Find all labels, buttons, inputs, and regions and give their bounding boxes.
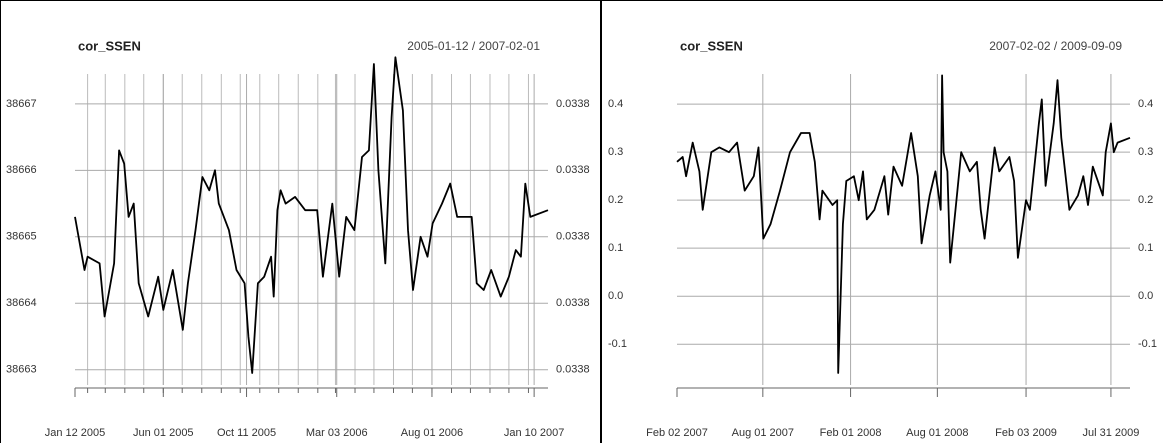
y2-tick-label: 0.1 <box>1138 242 1153 254</box>
y2-tick-label: 0.3 <box>1138 146 1153 158</box>
y2-tick-label: 0.0338 <box>556 98 590 110</box>
line-series <box>676 74 1131 374</box>
x-tick-label: Oct 11 2005 <box>217 427 276 439</box>
y2-tick-label: 0.0 <box>1138 290 1153 302</box>
y2-tick-label: 0.4 <box>1138 98 1153 110</box>
y-tick-label: 0.0 <box>608 290 623 302</box>
x-tick-label: Aug 01 2008 <box>906 427 968 439</box>
x-tick-label: Jan 12 2005 <box>45 427 106 439</box>
x-tick-label: Jun 01 2005 <box>133 427 194 439</box>
y-tick-label: 38664 <box>6 297 37 309</box>
chart-title: cor_SSEN <box>78 38 141 53</box>
line-series <box>74 56 549 374</box>
y-tick-label: 38666 <box>6 164 37 176</box>
x-tick-label: Aug 01 2007 <box>732 427 794 439</box>
y-tick-label: 0.3 <box>608 146 623 158</box>
panel: cor_SSEN 2007-02-02 / 2009-09-09 -0.1 0.0 0.… <box>608 38 1157 438</box>
chart-subtitle: 2007-02-02 / 2009-09-09 <box>989 39 1122 53</box>
panel-border <box>601 0 1163 443</box>
chart-title: cor_SSEN <box>680 38 743 53</box>
x-tick-label: Jan 10 2007 <box>504 427 565 439</box>
y2-tick-label: 0.0338 <box>556 164 590 176</box>
y-tick-label: 38667 <box>6 98 37 110</box>
x-tick-label: Jul 31 2009 <box>1082 427 1139 439</box>
y-tick-label: -0.1 <box>608 338 627 350</box>
x-tick-label: Aug 01 2006 <box>401 427 463 439</box>
panel: cor_SSEN 2005-01-12 / 2007-02-01 38663 3866… <box>6 38 590 438</box>
x-tick-label: Feb 03 2009 <box>995 427 1057 439</box>
y2-tick-label: -0.1 <box>1138 338 1157 350</box>
chart-subtitle: 2005-01-12 / 2007-02-01 <box>407 39 540 53</box>
y-tick-label: 0.1 <box>608 242 623 254</box>
y-tick-label: 38665 <box>6 231 37 243</box>
panel-border <box>0 0 601 443</box>
y2-tick-label: 0.0338 <box>556 297 590 309</box>
x-tick-label: Feb 02 2007 <box>646 427 708 439</box>
y-tick-label: 38663 <box>6 364 37 376</box>
y-tick-label: 0.4 <box>608 98 623 110</box>
y-tick-label: 0.2 <box>608 194 623 206</box>
y2-tick-label: 0.2 <box>1138 194 1153 206</box>
y2-tick-label: 0.0338 <box>556 231 590 243</box>
x-tick-label: Mar 03 2006 <box>306 427 368 439</box>
x-tick-label: Feb 01 2008 <box>820 427 882 439</box>
y2-tick-label: 0.0338 <box>556 364 590 376</box>
